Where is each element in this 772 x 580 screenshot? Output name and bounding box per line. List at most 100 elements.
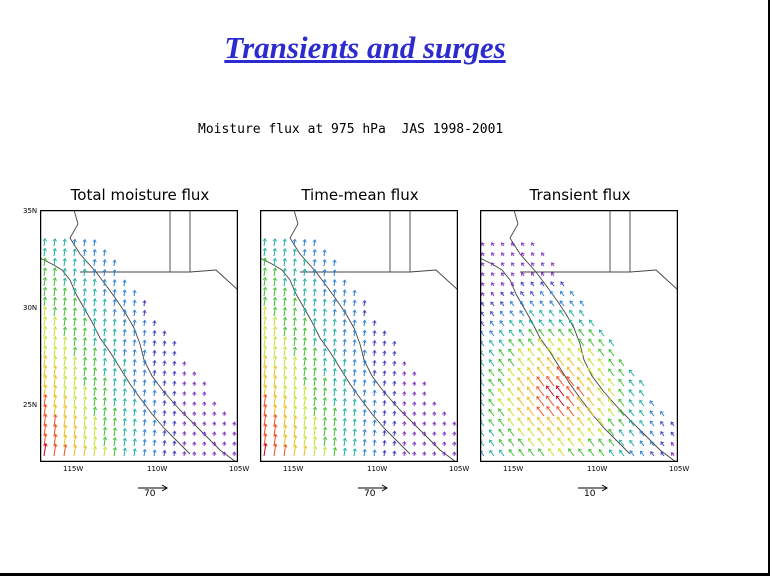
flux-vector: [557, 437, 565, 447]
flux-vector: [547, 347, 555, 357]
flux-vector: [629, 419, 635, 427]
flux-vector-head: [608, 428, 612, 433]
flux-vector-head: [272, 287, 278, 291]
flux-vector: [263, 365, 267, 377]
flux-vector-head: [501, 272, 505, 276]
flux-vector: [313, 426, 316, 437]
flux-vector-head: [142, 399, 147, 403]
flux-vector: [353, 319, 356, 327]
flux-vector: [538, 338, 545, 347]
flux-vector: [83, 367, 86, 377]
flux-vector-head: [598, 428, 602, 432]
flux-vector-head: [112, 377, 117, 382]
flux-vector: [488, 399, 495, 407]
flux-vector: [113, 427, 116, 437]
flux-vector-head: [293, 415, 298, 419]
flux-vector: [488, 369, 495, 377]
flux-vector: [587, 397, 595, 407]
flux-vector-head: [232, 421, 237, 425]
flux-vector: [283, 268, 286, 277]
flux-vector-head: [518, 348, 522, 352]
flux-vector-head: [511, 272, 515, 276]
flux-vector: [576, 396, 585, 407]
flux-vector: [498, 429, 505, 437]
flux-vector-head: [577, 417, 581, 421]
flux-vector: [500, 301, 505, 307]
flux-vector: [43, 433, 47, 447]
flux-vector: [639, 389, 645, 397]
flux-vector-head: [608, 438, 613, 443]
flux-vector-head: [536, 385, 540, 390]
flux-vector: [173, 351, 176, 357]
flux-vector-head: [498, 378, 502, 382]
flux-vector: [548, 328, 555, 337]
flux-vector: [577, 438, 585, 447]
flux-vector: [303, 318, 306, 327]
flux-vector: [333, 408, 336, 417]
flux-vector-head: [72, 366, 78, 370]
flux-vector-head: [312, 376, 318, 381]
flux-vector: [143, 320, 146, 327]
flux-vector: [650, 451, 655, 457]
flux-vector: [363, 300, 366, 307]
flux-vector: [566, 396, 575, 407]
flux-vector: [507, 397, 515, 407]
flux-vector: [333, 329, 336, 337]
flux-vector-head: [202, 391, 207, 395]
flux-vector-head: [527, 417, 531, 421]
flux-vector: [383, 340, 386, 347]
flux-vector: [343, 359, 346, 367]
flux-vector-head: [293, 385, 298, 390]
flux-vector-head: [63, 424, 68, 428]
flux-vector: [373, 400, 376, 407]
flux-vector: [577, 406, 585, 417]
flux-vector-head: [92, 406, 98, 410]
flux-vector: [587, 357, 595, 367]
flux-vector-head: [92, 317, 97, 322]
flux-vector: [313, 407, 316, 417]
flux-vector-head: [499, 329, 503, 334]
flux-vector: [113, 388, 116, 397]
flux-vector-head: [489, 439, 493, 444]
flux-vector-head: [263, 384, 268, 388]
flux-vector-head: [62, 326, 68, 331]
flux-vector: [83, 396, 86, 407]
flux-vector-head: [577, 357, 582, 362]
flux-vector-head: [650, 430, 654, 435]
flux-vector-head: [587, 407, 591, 411]
flux-vector-head: [112, 437, 117, 441]
flux-vector: [43, 297, 46, 307]
flux-vector: [183, 441, 186, 447]
flux-vector-head: [547, 356, 551, 361]
flux-vector: [498, 388, 505, 397]
flux-vector-head: [43, 345, 48, 349]
flux-vector-head: [162, 410, 167, 414]
map-transient-flux: [480, 210, 678, 462]
flux-vector: [576, 386, 585, 397]
flux-vector-head: [132, 329, 137, 333]
flux-vector-head: [273, 443, 278, 447]
flux-vector-head: [432, 411, 437, 415]
flux-vector: [323, 446, 326, 457]
flux-vector-head: [63, 444, 68, 448]
flux-vector: [323, 269, 326, 277]
flux-vector: [539, 300, 545, 307]
flux-vector-head: [102, 298, 107, 303]
flux-vector: [660, 431, 665, 437]
flux-vector: [587, 407, 595, 417]
flux-vector: [293, 435, 297, 447]
flux-vector-head: [52, 316, 58, 320]
flux-vector: [403, 371, 406, 377]
flux-vector-head: [273, 375, 278, 379]
flux-vector: [273, 316, 276, 327]
flux-vector-head: [608, 418, 612, 422]
flux-vector: [578, 448, 585, 457]
flux-vector-head: [352, 388, 357, 393]
flux-vector: [567, 427, 575, 437]
flux-vector: [43, 267, 46, 277]
flux-vector-head: [273, 423, 278, 428]
flux-vector: [556, 366, 565, 377]
flux-vector: [123, 378, 126, 387]
flux-vector-head: [342, 368, 347, 372]
flux-vector: [273, 346, 276, 357]
